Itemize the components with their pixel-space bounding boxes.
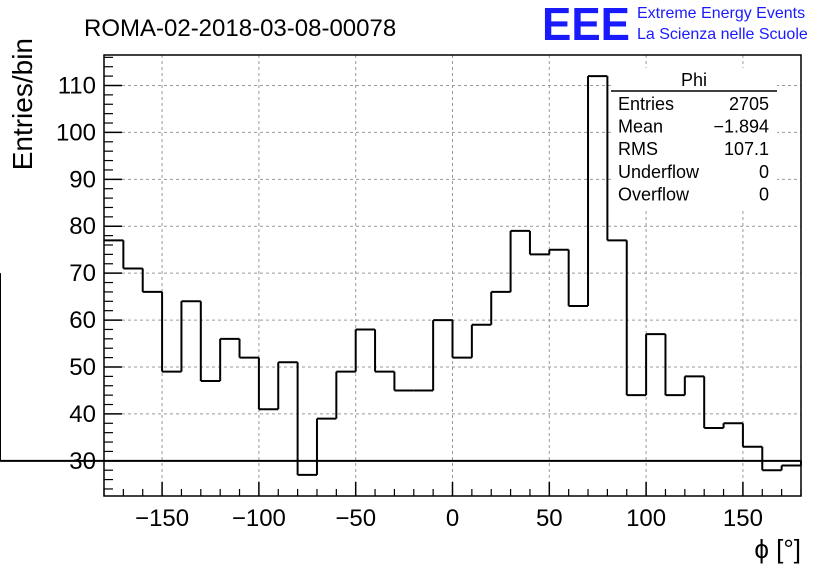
x-tick-label: −100 [232, 505, 286, 532]
stats-row-value: 0 [759, 184, 769, 204]
x-tick-label: −150 [135, 505, 189, 532]
y-tick-label: 60 [69, 307, 96, 334]
stats-box-title: Phi [681, 70, 707, 90]
x-tick-label: 100 [626, 505, 666, 532]
histogram-series [0, 75, 802, 476]
axes: −150 −100 −50 0 50 100 150 30 40 50 60 70 80 90 100 110 [56, 54, 802, 532]
x-tick-label: 150 [723, 505, 763, 532]
y-axis-label: Entries/bin [7, 38, 38, 170]
y-tick-label: 30 [69, 448, 96, 475]
stats-row-value: 2705 [729, 94, 769, 114]
x-tick-label: 50 [536, 505, 563, 532]
x-tick-label: 0 [446, 505, 459, 532]
stats-row-label: RMS [618, 139, 658, 159]
stats-row-value: 107.1 [724, 139, 769, 159]
x-tick-label: −50 [335, 505, 376, 532]
y-tick-label: 110 [58, 72, 96, 99]
stats-row-label: Underflow [618, 162, 700, 182]
stats-row-value: 0 [759, 162, 769, 182]
stats-row-value: −1.894 [713, 117, 769, 137]
stats-row-label: Mean [618, 117, 663, 137]
y-tick-label: 70 [69, 260, 96, 287]
chart-title: ROMA-02-2018-03-08-00078 [84, 15, 396, 42]
eee-logo: EEE Extreme Energy Events La Scienza nel… [542, 0, 808, 50]
y-tick-label: 50 [69, 354, 96, 381]
y-tick-label: 90 [69, 166, 96, 193]
logo-line2: La Scienza nelle Scuole [637, 26, 808, 43]
logo-mark: EEE [542, 0, 630, 50]
stats-row-label: Overflow [618, 184, 690, 204]
y-tick-label: 80 [69, 213, 96, 240]
y-tick-label: 100 [56, 119, 96, 146]
x-axis-label: ϕ [°] [754, 534, 801, 564]
stats-box: Phi Entries 2705 Mean −1.894 RMS 107.1 Underfl… [611, 68, 777, 208]
logo-line1: Extreme Energy Events [637, 5, 805, 22]
stats-row-label: Entries [618, 94, 674, 114]
y-tick-label: 40 [69, 401, 96, 428]
